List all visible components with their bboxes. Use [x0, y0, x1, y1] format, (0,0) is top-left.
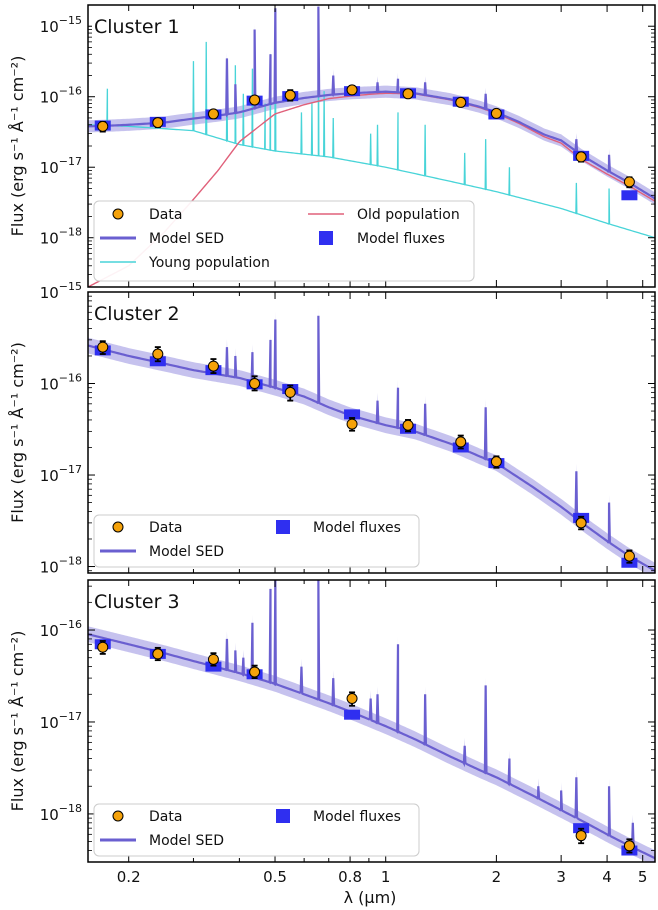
young-population-line	[88, 13, 655, 239]
x-tick-label: 2	[492, 868, 502, 886]
model-flux-point	[344, 709, 361, 720]
data-point	[249, 666, 261, 678]
data-point	[455, 436, 467, 448]
data-point	[249, 378, 261, 390]
data-point	[402, 419, 414, 431]
panel-1: 10−18 10−17 10−16 10−15 Cluster 1 Flux (erg s…	[8, 4, 656, 288]
data-point	[97, 341, 109, 353]
model-sed-band	[88, 307, 655, 573]
data-point	[207, 360, 219, 372]
panel-title: Cluster 2	[94, 303, 180, 325]
legend-label-young: Young population	[148, 255, 270, 271]
data-point	[455, 96, 467, 108]
plot-frame	[87, 579, 656, 863]
y-tick-label: 10−18	[40, 226, 82, 248]
data-point	[623, 550, 635, 562]
plot-frame	[87, 291, 656, 574]
panel-title-bg	[92, 11, 188, 37]
model-flux-point	[344, 409, 361, 420]
data-point	[490, 456, 502, 468]
legend-label-model-sed: Model SED	[149, 231, 224, 247]
data-point	[490, 107, 502, 119]
data-point	[152, 117, 164, 129]
legend-marker-model-fluxes	[276, 809, 290, 823]
x-tick-label: 0.2	[117, 868, 141, 886]
x-axis-label: λ (μm)	[344, 888, 397, 907]
model-flux-point	[205, 661, 222, 672]
model-flux-point	[621, 190, 638, 201]
y-axis-label: Flux (erg s⁻¹ Å⁻¹ cm⁻²)	[8, 631, 27, 812]
legend-label-data: Data	[149, 809, 182, 825]
data-point	[207, 653, 219, 665]
y-axis-label: Flux (erg s⁻¹ Å⁻¹ cm⁻²)	[8, 342, 27, 523]
plot-area	[88, 580, 655, 862]
legend-box	[93, 803, 420, 857]
data-point	[623, 840, 635, 852]
data-point	[97, 641, 109, 653]
legend-marker-data	[112, 521, 124, 533]
data-point	[152, 648, 164, 660]
panel-title-bg	[92, 298, 188, 324]
legend-box	[93, 514, 420, 568]
y-tick-label: 10−16	[40, 85, 82, 107]
model-sed-line	[88, 315, 655, 572]
data-point	[284, 89, 296, 101]
legend-label-model-fluxes: Model fluxes	[313, 809, 401, 825]
data-point	[346, 84, 358, 96]
x-tick-label: 0.5	[263, 868, 287, 886]
plot-area	[88, 307, 655, 573]
x-tick-label: 5	[638, 868, 648, 886]
y-tick-label: 10−17	[40, 463, 82, 485]
panel-title: Cluster 3	[94, 591, 180, 613]
legend-label-model-sed: Model SED	[149, 544, 224, 560]
legend: Data Model SED Model fluxes	[93, 803, 420, 857]
x-tick-label: 1	[381, 868, 391, 886]
data-point	[623, 176, 635, 188]
data-point	[152, 348, 164, 360]
legend-label-old: Old population	[357, 207, 460, 223]
y-tick-label: 10−18	[40, 802, 82, 824]
x-tick-label: 4	[602, 868, 612, 886]
y-tick-label: 10−16	[40, 618, 82, 640]
legend-marker-data	[112, 208, 124, 220]
panel-title: Cluster 1	[94, 16, 180, 38]
panel-3: 10−18 10−17 10−16 Cluster 3 Flux (erg s⁻¹ Å⁻…	[8, 579, 656, 863]
data-point	[575, 151, 587, 163]
y-tick-label: 10−18	[40, 555, 82, 577]
legend-marker-data	[112, 810, 124, 822]
y-tick-label: 10−16	[40, 372, 82, 394]
y-tick-label: 10−17	[40, 155, 82, 177]
legend: Data Model SED Young population Old populat…	[93, 200, 475, 282]
data-point	[575, 830, 587, 842]
data-point	[402, 88, 414, 100]
data-point	[346, 693, 358, 705]
data-point	[575, 517, 587, 529]
legend-label-data: Data	[149, 520, 182, 536]
legend-marker-model-fluxes	[319, 231, 333, 245]
panel-title-bg	[92, 586, 188, 612]
model-sed-line	[88, 580, 655, 860]
y-tick-label: 10−15	[40, 14, 82, 36]
y-tick-label: 10−17	[40, 710, 82, 732]
y-tick-label: 10−15	[40, 280, 82, 302]
legend-marker-model-fluxes	[276, 520, 290, 534]
data-point	[284, 386, 296, 398]
data-point	[97, 120, 109, 132]
legend-label-model-fluxes: Model fluxes	[357, 231, 445, 247]
y-axis-label: Flux (erg s⁻¹ Å⁻¹ cm⁻²)	[8, 56, 27, 237]
data-point	[207, 108, 219, 120]
legend-box	[93, 200, 475, 282]
data-point	[249, 94, 261, 106]
legend-label-model-fluxes: Model fluxes	[313, 520, 401, 536]
x-tick-label: 3	[556, 868, 566, 886]
panel-2: 10−18 10−17 10−16 10−15 Cluster 2 Flux (erg s…	[8, 280, 656, 577]
x-tick-label: 0.8	[338, 868, 362, 886]
model-sed-line	[88, 6, 655, 200]
legend-label-data: Data	[149, 207, 182, 223]
legend-label-model-sed: Model SED	[149, 833, 224, 849]
data-point	[346, 418, 358, 430]
legend: Data Model SED Model fluxes	[93, 514, 420, 568]
